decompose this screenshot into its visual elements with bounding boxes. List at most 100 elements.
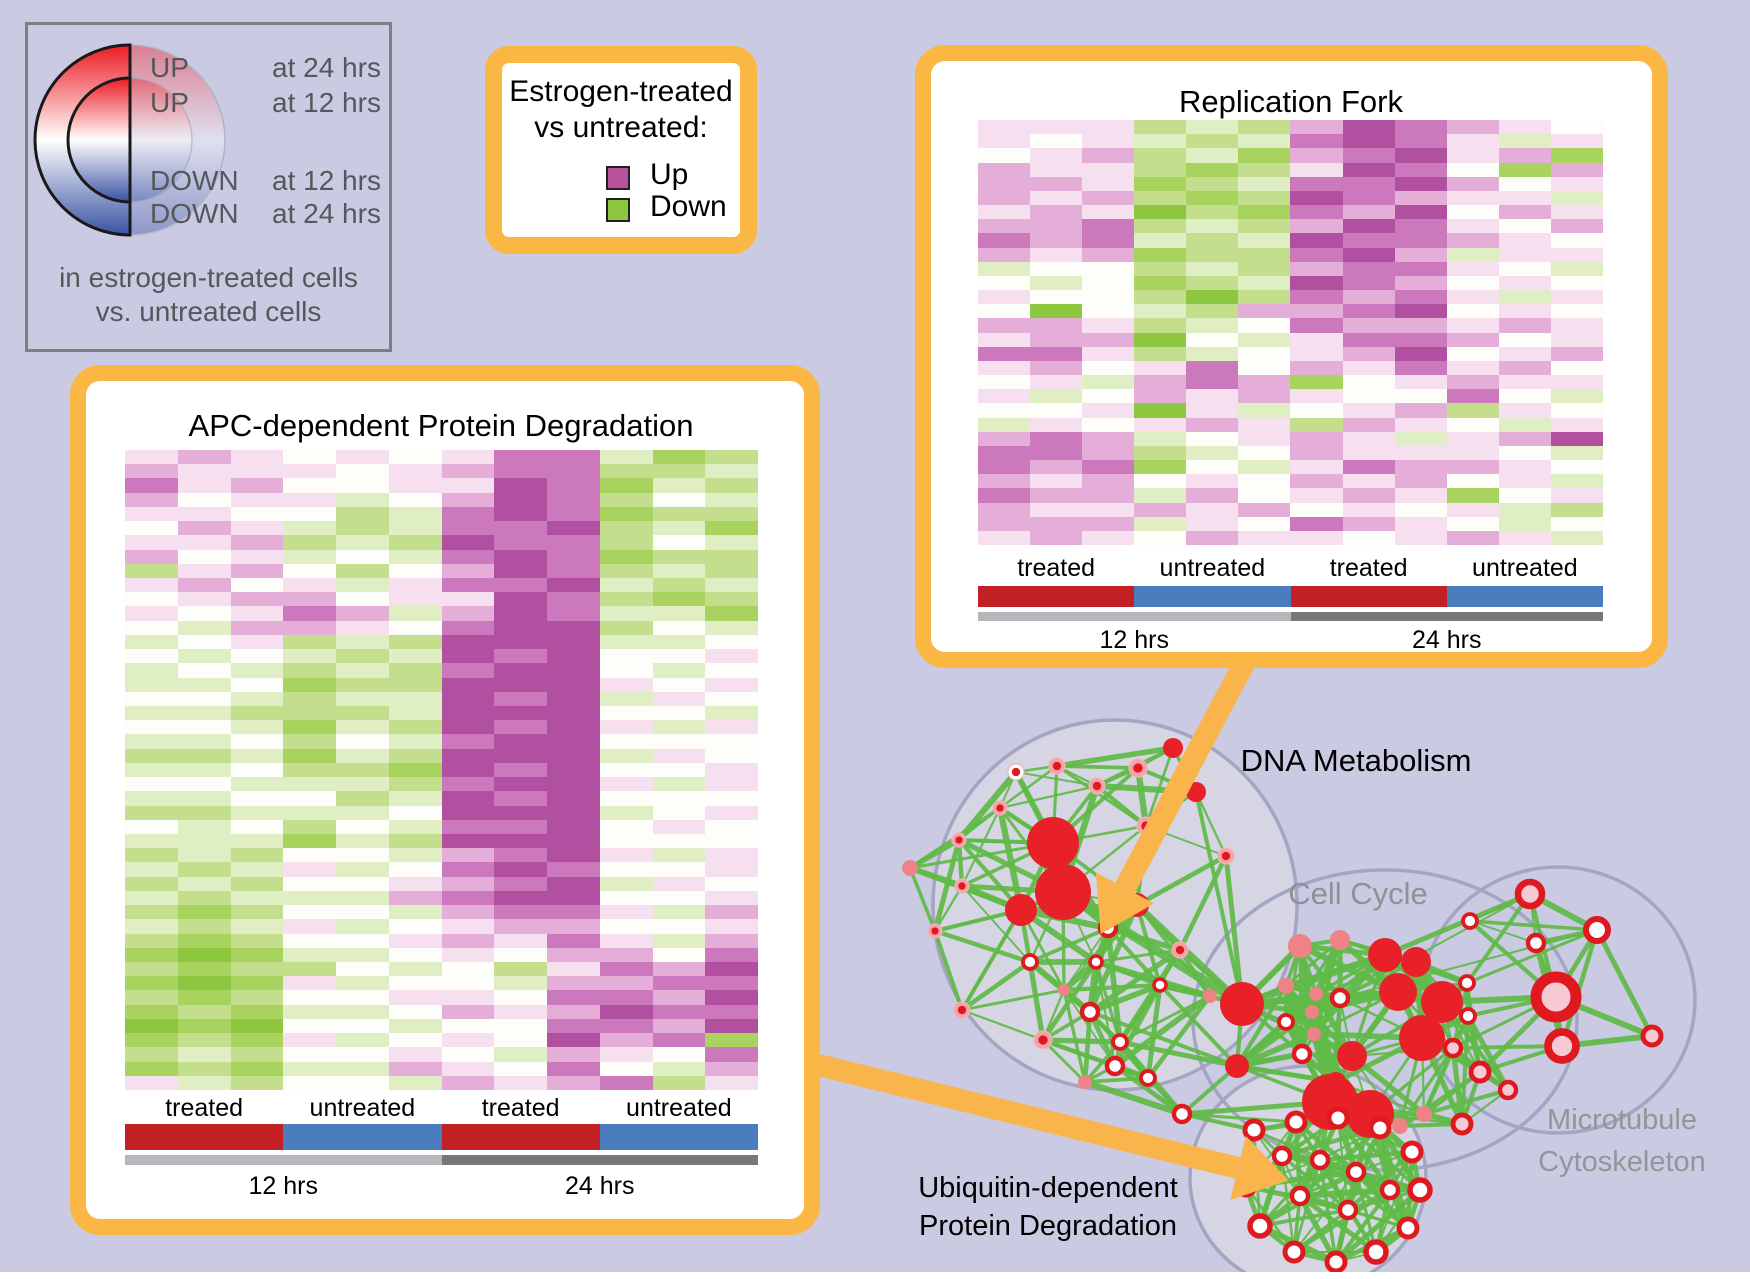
heatmap-cell [230,947,284,962]
heatmap-cell [1134,304,1187,319]
heatmap-cell [388,1061,442,1076]
network-edge [1082,1011,1093,1083]
bottom-edge-strip [0,1272,1750,1279]
heatmap-cell [705,919,758,934]
venn-time-label: at 12 hrs [272,87,381,118]
heatmap-cell [230,819,284,834]
heatmap-cell [1498,360,1551,375]
heatmap-cell [1238,375,1291,390]
heatmap-cell [705,620,758,635]
heatmap-cell [599,762,653,778]
heatmap-cell [1498,148,1551,163]
network-nodes [902,738,1664,1274]
gene-node-core [931,927,939,935]
network-edge [1284,938,1342,988]
heatmap-cell [1290,460,1343,475]
heatmap-cell [652,777,706,792]
heatmap-cell [494,563,547,578]
heatmap-cell [547,748,600,763]
heatmap-cell [283,919,336,934]
heatmap-cell [1446,176,1499,191]
heatmap-cell [283,791,336,806]
heatmap-cell [1394,389,1447,404]
network-edge [932,839,962,932]
heatmap-cell [978,275,1031,290]
heatmap-cell [336,620,389,635]
heatmap-cell [652,734,706,749]
heatmap-cell [177,506,231,522]
heatmap-cell [125,663,178,678]
gene-node-ring [1242,1118,1266,1142]
heatmap-cell [177,706,231,721]
heatmap-cell [494,1061,547,1076]
heatmap-cell [1134,403,1187,418]
gene-node-pink [1058,984,1070,996]
heatmap-cell [1030,460,1083,475]
gene-node-ring [1640,1024,1664,1048]
heatmap-cell [125,1047,178,1062]
heatmap-cell [1238,247,1291,262]
heatmap-cell [1446,134,1499,149]
gene-node-ring [1442,1037,1464,1059]
heatmap-cell [441,777,495,792]
heatmap-cell [652,1047,706,1062]
heatmap-cell [125,848,178,863]
heatmap-cell [1030,176,1083,191]
condition-label: treated [1017,554,1096,582]
heatmap-cell [1186,431,1239,446]
heatmap-cell [1446,247,1499,262]
heatmap-cell [1498,389,1551,404]
heatmap-cell [547,549,600,564]
heatmap-cell [547,890,600,906]
gene-node-core [1052,761,1062,771]
heatmap-cell [652,762,706,778]
heatmap-cell [1186,417,1239,432]
heatmap-cell [177,990,231,1005]
network-edge [1088,982,1162,1015]
heatmap-cell [705,1061,758,1076]
heatmap-cell [336,976,389,991]
heatmap-cell [388,563,442,578]
heatmap-cell [336,990,389,1005]
heatmap-cell [441,649,495,664]
heatmap-cell [441,464,495,479]
heatmap-cell [1342,530,1395,545]
heatmap-cell [177,862,231,877]
heatmap-cell [547,578,600,593]
time-label: 24 hrs [1412,626,1482,654]
heatmap-cell [652,748,706,763]
heatmap-cell [599,521,653,536]
heatmap-cell [441,962,495,977]
heatmap-cell [1550,304,1603,319]
heatmap-cell [125,1033,178,1048]
heatmap-cell [388,947,442,962]
heatmap-cell [1186,134,1239,149]
heatmap-cell [1030,431,1083,446]
time-color-bar [125,1155,442,1165]
heatmap-cell [547,649,600,664]
network-edge [961,807,1001,887]
heatmap-cell [1134,389,1187,404]
heatmap-cell [230,1061,284,1076]
heatmap-cell [1290,233,1343,248]
heatmap-cell [1238,304,1291,319]
heatmap-cell [705,549,758,564]
heatmap-cell [978,502,1031,517]
heatmap-cell [652,592,706,607]
heatmap-cell [494,734,547,749]
gene-node-ring [1247,1213,1273,1239]
heatmap-cell [388,862,442,877]
heatmap-cell [599,862,653,877]
arrow-head [1230,1135,1289,1201]
heatmap-cell [599,606,653,621]
heatmap-cell [494,777,547,792]
heatmap-cell [283,933,336,948]
heatmap-cell [1498,318,1551,333]
dna-metabolism-label: DNA Metabolism [1240,743,1472,778]
heatmap-cell [494,464,547,479]
heatmap-cell [1134,502,1187,517]
heatmap-cell [1498,530,1551,545]
heatmap-cell [1394,417,1447,432]
heatmap-cell [1446,403,1499,418]
heatmap-cell [1290,502,1343,517]
